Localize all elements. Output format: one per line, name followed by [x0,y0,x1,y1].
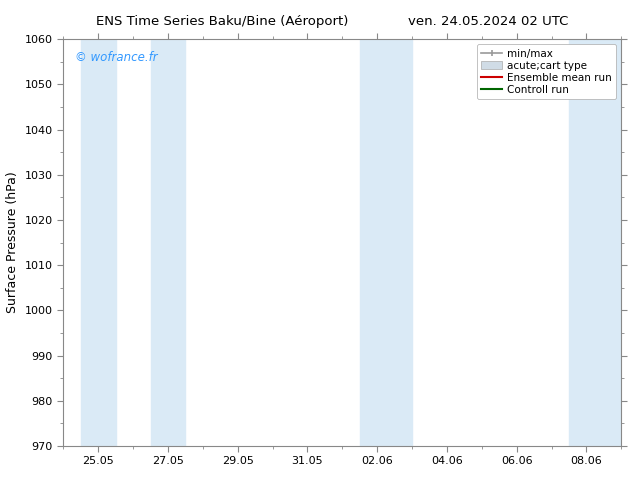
Bar [81,39,116,446]
Legend: min/max, acute;cart type, Ensemble mean run, Controll run: min/max, acute;cart type, Ensemble mean … [477,45,616,99]
Text: ven. 24.05.2024 02 UTC: ven. 24.05.2024 02 UTC [408,15,568,28]
Text: © wofrance.fr: © wofrance.fr [75,51,157,64]
Bar [569,39,634,446]
Text: ENS Time Series Baku/Bine (Aéroport): ENS Time Series Baku/Bine (Aéroport) [96,15,348,28]
Bar [150,39,185,446]
Y-axis label: Surface Pressure (hPa): Surface Pressure (hPa) [6,172,19,314]
Bar [359,39,412,446]
